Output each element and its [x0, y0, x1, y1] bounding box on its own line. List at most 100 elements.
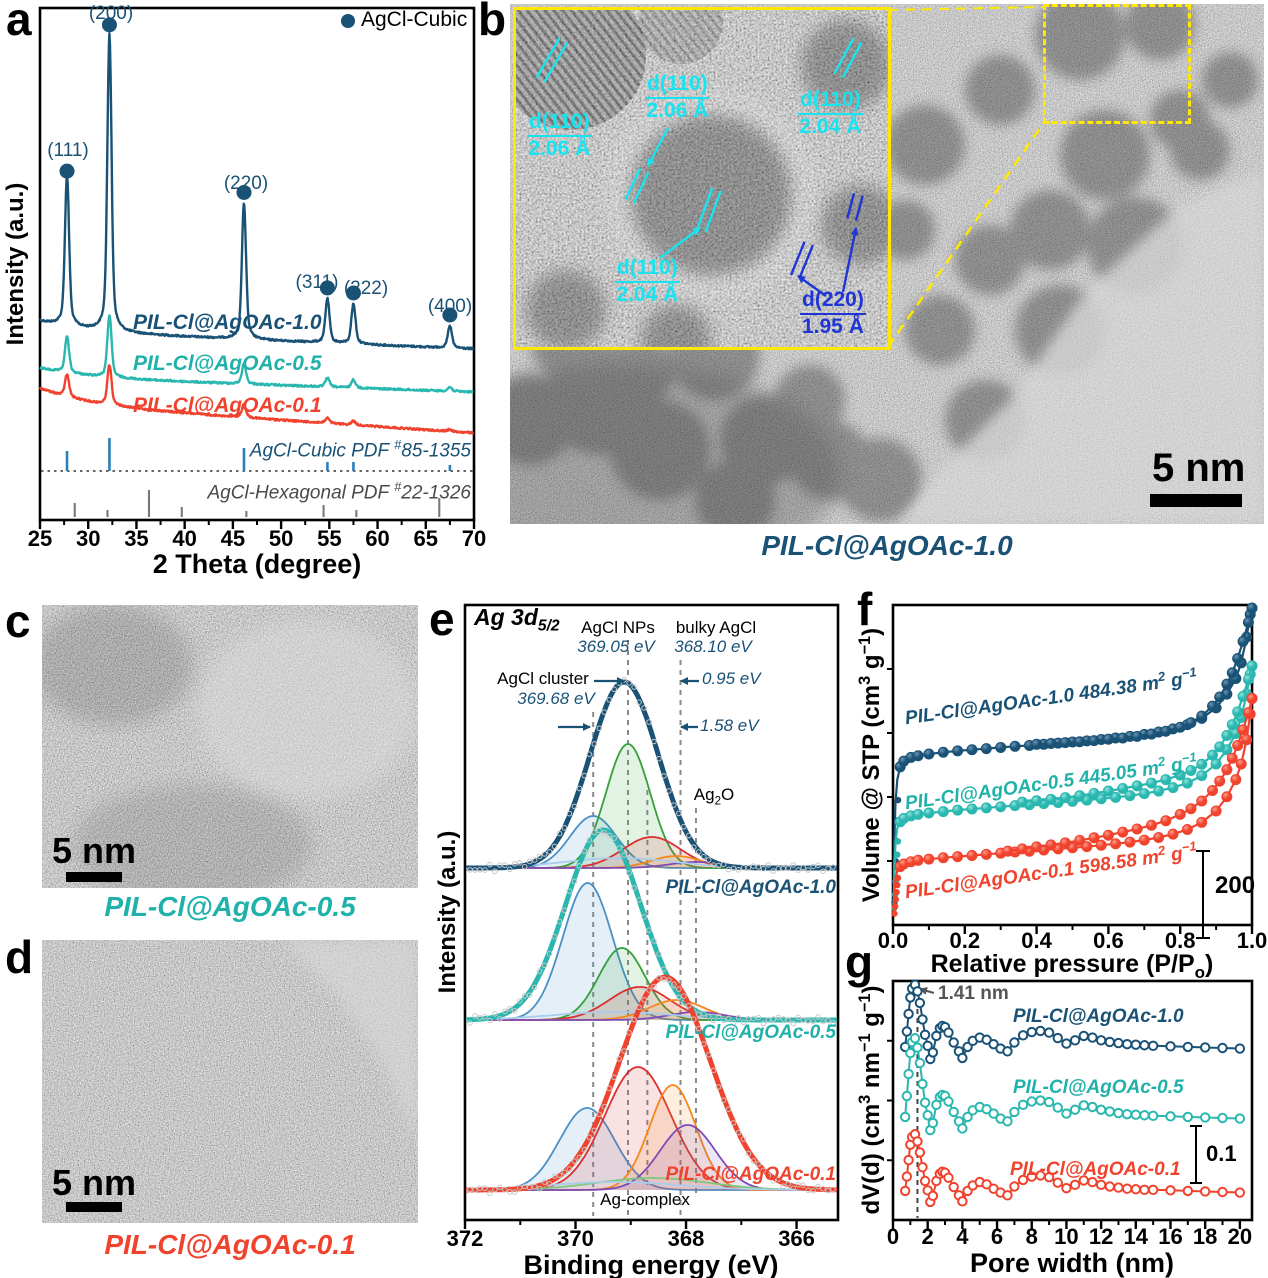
xps-ann-bulky-ev: 368.10 eV — [674, 637, 752, 656]
tick-label: 4 — [956, 1224, 969, 1249]
xrd-series-label-0.5: PIL-Cl@AgOAc-0.5 — [133, 352, 322, 375]
caption-b: PIL-Cl@AgOAc-1.0 — [761, 530, 1013, 561]
tick-label: 55 — [317, 526, 342, 551]
xps-title: Ag 3d5/2 — [474, 604, 560, 635]
tick-label: 0 — [886, 1224, 900, 1249]
tick-label: 370 — [557, 1226, 594, 1251]
tick-label: 25 — [27, 526, 53, 551]
dspacing-label-2: d(110) 2.06 Å — [645, 72, 710, 123]
scalebar-d — [66, 1202, 122, 1212]
scalebar-label-d: 5 nm — [52, 1162, 137, 1203]
tick-label: 0.0 — [877, 928, 909, 953]
psd-y-axis-label: dV(d) (cm3 nm−1 g−1) — [856, 985, 885, 1215]
tick-label: 0.8 — [1164, 928, 1196, 953]
legend-marker-icon — [341, 14, 355, 28]
xps-ann-complex: Ag-complex — [600, 1190, 690, 1209]
psd-x-axis-label: Pore width (nm) — [970, 1248, 1174, 1278]
tick-label: 45 — [220, 526, 246, 551]
tick-label: 35 — [124, 526, 149, 551]
bet-y-axis-label: Volume @ STP (cm3 g−1) — [856, 627, 885, 903]
caption-d: PIL-Cl@AgOAc-0.1 — [104, 1229, 356, 1260]
tick-label: 6 — [990, 1224, 1004, 1249]
caption-c: PIL-Cl@AgOAc-0.5 — [104, 891, 356, 922]
peak-label-400: (400) — [427, 296, 473, 317]
tem-image-c — [42, 605, 418, 888]
xps-x-axis-label: Binding energy (eV) — [523, 1250, 779, 1278]
panel-letter-e: e — [429, 593, 455, 645]
tick-label: 18 — [1192, 1224, 1218, 1249]
tick-label: 2 — [921, 1224, 934, 1249]
panel-letter-c: c — [5, 595, 31, 647]
psd-series-label-0.1: PIL-Cl@AgOAc-0.1 — [1010, 1159, 1181, 1180]
roi-dashed-box — [1043, 4, 1191, 124]
tick-label: 0.4 — [1021, 928, 1052, 953]
xps-series-label-0.1: PIL-Cl@AgOAc-0.1 — [665, 1164, 836, 1185]
tick-label: 50 — [268, 526, 294, 551]
scalebar-c — [66, 872, 122, 882]
pdf-hex-label: AgCl-Hexagonal PDF #22-1326 — [207, 479, 472, 504]
panel-letter-a: a — [6, 0, 32, 45]
tick-label: 0.6 — [1093, 928, 1124, 953]
panel-letter-f: f — [857, 583, 873, 635]
xps-series-label-1.0: PIL-Cl@AgOAc-1.0 — [665, 877, 836, 898]
hrtem-inset-frame — [496, 0, 901, 375]
scalebar-label-c: 5 nm — [52, 830, 137, 871]
xps-curves — [466, 676, 837, 1196]
psd-series-label-1.0: PIL-Cl@AgOAc-1.0 — [1013, 1006, 1184, 1027]
tick-label: 8 — [1025, 1224, 1038, 1249]
tick-label: 1.0 — [1236, 928, 1268, 953]
tick-label: 16 — [1158, 1224, 1183, 1249]
xrd-x-axis-label: 2 Theta (degree) — [152, 549, 362, 579]
xps-ann-gap2: 1.58 eV — [700, 716, 759, 735]
psd-pore-annotation: 1.41 nm — [938, 983, 1009, 1004]
tem-image-d — [42, 940, 418, 1223]
peak-label-311: (311) — [295, 272, 339, 293]
tick-label: 0.2 — [949, 928, 981, 953]
xps-series-label-0.5: PIL-Cl@AgOAc-0.5 — [665, 1022, 836, 1043]
tick-label: 366 — [778, 1226, 815, 1251]
xps-y-axis-label: Intensity (a.u.) — [434, 830, 461, 994]
tick-label: 30 — [75, 526, 101, 551]
panel-letter-g: g — [845, 936, 874, 988]
xps-ann-agcl-nps-ev: 369.05 eV — [577, 637, 655, 656]
scalebar-label-b: 5 nm — [1152, 446, 1246, 490]
tick-label: 20 — [1227, 1224, 1253, 1249]
peak-label-220: (220) — [223, 173, 269, 194]
tick-label: 372 — [446, 1226, 484, 1251]
xps-ann-bulky: bulky AgCl — [675, 618, 757, 637]
tick-label: 368 — [667, 1226, 705, 1251]
pdf-cubic-label: AgCl-Cubic PDF #85-1355 — [249, 437, 471, 462]
xrd-series-label-0.1: PIL-Cl@AgOAc-0.1 — [133, 394, 322, 417]
xrd-series-label-1.0: PIL-Cl@AgOAc-1.0 — [133, 311, 322, 334]
psd-series-label-0.5: PIL-Cl@AgOAc-0.5 — [1013, 1077, 1184, 1098]
hrtem-inset-image — [496, 0, 901, 375]
peak-label-222: (222) — [343, 278, 389, 299]
tick-label: 40 — [172, 526, 197, 551]
peak-label-200: (200) — [88, 3, 134, 24]
panel-letter-d: d — [5, 931, 34, 983]
tick-label: 10 — [1054, 1224, 1079, 1249]
tick-label: 65 — [413, 526, 439, 551]
scalebar-b — [1150, 494, 1242, 507]
xps-ann-ag2o: Ag2O — [693, 785, 735, 808]
dspacing-label-5: d(220) 1.95 Å — [800, 288, 866, 339]
dspacing-label-4: d(110) 2.04 Å — [615, 256, 680, 307]
xps-ann-cluster-ev: 369.68 eV — [517, 689, 595, 708]
peak-label-111: (111) — [47, 140, 89, 161]
tick-label: 14 — [1123, 1224, 1149, 1249]
tick-label: 60 — [365, 526, 390, 551]
panel-letter-b: b — [478, 0, 507, 45]
dspacing-label-3: d(110) 2.04 Å — [798, 88, 863, 139]
xrd-y-axis-label: Intensity (a.u.) — [2, 182, 29, 346]
tick-label: 70 — [461, 526, 487, 551]
xps-ann-cluster: AgCl cluster — [497, 669, 589, 688]
tick-label: 12 — [1088, 1224, 1114, 1249]
bet-scalebar-label: 200 — [1215, 872, 1256, 899]
dspacing-label-1: d(110) 2.06 Å — [527, 110, 592, 161]
xps-ann-gap1: 0.95 eV — [702, 669, 761, 688]
xps-ann-agcl-nps: AgCl NPs — [581, 618, 655, 637]
bet-x-axis-label: Relative pressure (P/Po) — [930, 950, 1214, 982]
psd-scalebar-label: 0.1 — [1206, 1141, 1237, 1166]
